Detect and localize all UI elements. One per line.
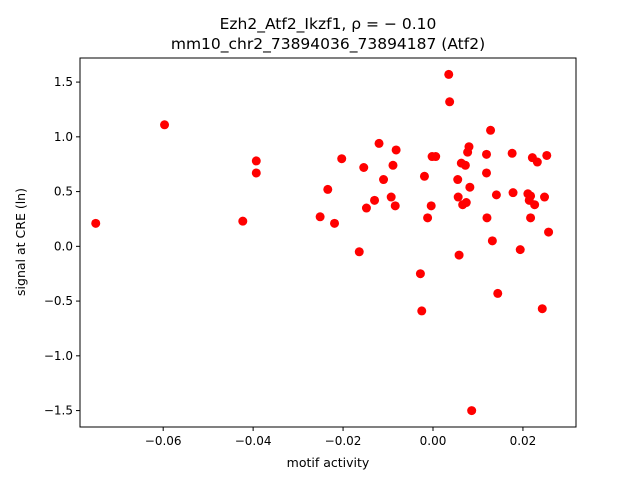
data-point bbox=[491, 190, 501, 200]
data-point bbox=[386, 192, 396, 202]
data-point bbox=[419, 171, 429, 181]
data-point bbox=[507, 148, 517, 158]
data-point bbox=[390, 201, 400, 211]
data-points bbox=[91, 69, 554, 416]
data-point bbox=[530, 200, 540, 210]
data-point bbox=[493, 288, 503, 298]
data-point bbox=[359, 163, 369, 172]
x-tick-label: −0.06 bbox=[145, 434, 182, 448]
y-tick-label: 1.5 bbox=[54, 75, 73, 89]
y-tick-label: −1.5 bbox=[44, 404, 73, 418]
data-point bbox=[532, 157, 542, 167]
data-point bbox=[486, 125, 496, 135]
data-point bbox=[515, 245, 525, 255]
data-point bbox=[508, 188, 518, 198]
data-point bbox=[374, 138, 384, 148]
data-point bbox=[379, 175, 389, 185]
y-tick-label: −1.0 bbox=[44, 349, 73, 363]
y-axis-label: signal at CRE (ln) bbox=[13, 188, 28, 296]
data-point bbox=[453, 192, 463, 202]
x-axis-ticks: −0.06 −0.04 −0.02 0.00 0.02 bbox=[145, 427, 536, 448]
y-tick-label: −0.5 bbox=[44, 294, 73, 308]
data-point bbox=[426, 201, 436, 211]
data-point bbox=[465, 182, 475, 192]
y-tick-label: 0.0 bbox=[54, 239, 73, 253]
data-point bbox=[445, 97, 455, 107]
data-point bbox=[537, 304, 547, 314]
plot-area-frame bbox=[79, 57, 577, 428]
data-point bbox=[482, 168, 492, 178]
data-point bbox=[544, 227, 554, 237]
data-point bbox=[487, 236, 497, 246]
data-point bbox=[238, 216, 248, 226]
data-point bbox=[526, 191, 536, 201]
data-point bbox=[461, 198, 471, 208]
data-point bbox=[453, 175, 463, 185]
y-tick-label: 1.0 bbox=[54, 130, 73, 144]
y-tick-label: 0.5 bbox=[54, 185, 73, 199]
data-point bbox=[431, 152, 441, 162]
data-point bbox=[464, 142, 474, 152]
x-tick-label: −0.02 bbox=[325, 434, 362, 448]
data-point bbox=[251, 168, 261, 178]
data-point bbox=[160, 120, 170, 130]
data-point bbox=[460, 160, 470, 170]
data-point bbox=[417, 306, 427, 316]
data-point bbox=[526, 213, 536, 223]
data-point bbox=[415, 269, 425, 279]
data-point bbox=[330, 218, 340, 228]
data-point bbox=[444, 69, 454, 79]
data-point bbox=[337, 154, 347, 164]
data-point bbox=[540, 192, 550, 202]
data-point bbox=[391, 145, 401, 155]
data-point bbox=[388, 160, 398, 170]
data-point bbox=[423, 213, 433, 223]
data-point bbox=[251, 156, 261, 166]
chart-title-line1: Ezh2_Atf2_Ikzf1, ρ = − 0.10 bbox=[220, 15, 437, 34]
data-point bbox=[482, 149, 492, 159]
x-axis-label: motif activity bbox=[287, 455, 370, 470]
data-point bbox=[542, 150, 552, 160]
data-point bbox=[454, 250, 464, 260]
x-tick-label: −0.04 bbox=[235, 434, 272, 448]
chart-title-line2: mm10_chr2_73894036_73894187 (Atf2) bbox=[171, 35, 485, 54]
data-point bbox=[91, 218, 101, 228]
data-point bbox=[323, 184, 333, 194]
y-axis-ticks: −1.5 −1.0 −0.5 0.0 0.5 1.0 1.5 bbox=[44, 75, 80, 418]
x-tick-label: 0.02 bbox=[510, 434, 537, 448]
data-point bbox=[370, 195, 380, 205]
data-point bbox=[361, 203, 371, 213]
data-point bbox=[354, 247, 364, 257]
x-tick-label: 0.00 bbox=[420, 434, 447, 448]
data-point bbox=[315, 212, 325, 222]
data-point bbox=[482, 213, 492, 223]
data-point bbox=[467, 406, 477, 416]
